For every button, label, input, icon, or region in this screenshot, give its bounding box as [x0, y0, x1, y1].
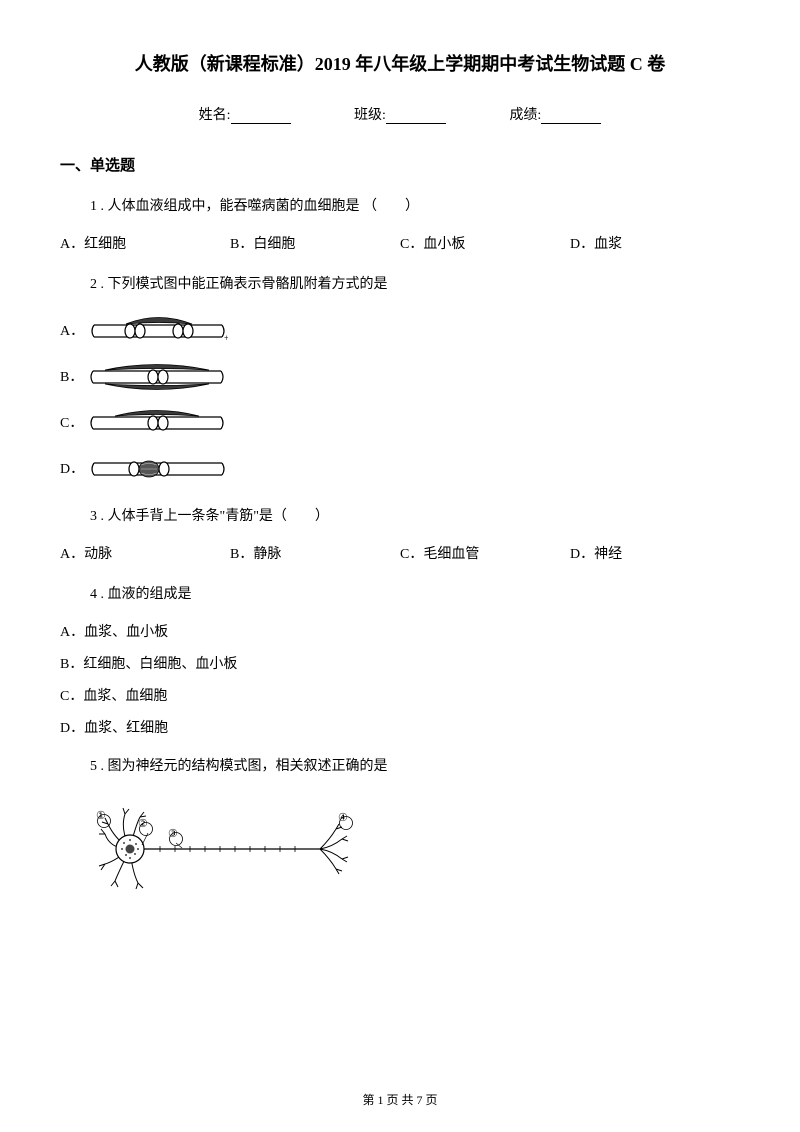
- question-1: 1 . 人体血液组成中，能吞噬病菌的血细胞是 （ ）: [60, 195, 740, 215]
- name-label: 姓名:: [199, 104, 231, 124]
- q2-option-c-row: C．: [60, 403, 740, 441]
- q3-option-d: D．神经: [570, 543, 740, 563]
- q3-option-c: C．毛细血管: [400, 543, 570, 563]
- q4-option-c: C．血浆、血细胞: [60, 685, 740, 705]
- q2-option-b-row: B．: [60, 357, 740, 395]
- question-3: 3 . 人体手背上一条条"青筋"是（ ）: [60, 505, 740, 525]
- section-header-1: 一、单选题: [60, 154, 740, 175]
- q2-option-a-label: A．: [60, 320, 84, 340]
- score-blank: [541, 110, 601, 124]
- neuron-diagram: ① ② ③ ④: [90, 799, 370, 899]
- q2-option-c-label: C．: [60, 412, 83, 432]
- q2-option-a-row: A． +: [60, 311, 740, 349]
- bone-muscle-diagram-c: [87, 403, 227, 441]
- svg-text:+: +: [224, 333, 228, 343]
- page-footer: 第 1 页 共 7 页: [0, 1091, 800, 1108]
- q1-option-d: D．血浆: [570, 233, 740, 253]
- score-label: 成绩:: [509, 104, 541, 124]
- q1-option-c: C．血小板: [400, 233, 570, 253]
- question-5: 5 . 图为神经元的结构模式图，相关叙述正确的是: [60, 755, 740, 775]
- class-blank: [386, 110, 446, 124]
- q1-option-b: B．白细胞: [230, 233, 400, 253]
- bone-muscle-diagram-d: [88, 449, 228, 487]
- q4-option-b: B．红细胞、白细胞、血小板: [60, 653, 740, 673]
- exam-title: 人教版（新课程标准）2019 年八年级上学期期中考试生物试题 C 卷: [60, 50, 740, 76]
- name-blank: [231, 110, 291, 124]
- q1-option-a: A．红细胞: [60, 233, 230, 253]
- bone-muscle-diagram-b: [87, 357, 227, 395]
- q2-option-b-label: B．: [60, 366, 83, 386]
- question-3-options: A．动脉 B．静脉 C．毛细血管 D．神经: [60, 543, 740, 563]
- q2-option-d-label: D．: [60, 458, 84, 478]
- q4-option-a: A．血浆、血小板: [60, 621, 740, 641]
- q4-option-d: D．血浆、红细胞: [60, 717, 740, 737]
- question-2: 2 . 下列模式图中能正确表示骨骼肌附着方式的是: [60, 273, 740, 293]
- q3-option-b: B．静脉: [230, 543, 400, 563]
- q3-option-a: A．动脉: [60, 543, 230, 563]
- bone-muscle-diagram-a: +: [88, 311, 228, 349]
- question-4-options: A．血浆、血小板 B．红细胞、白细胞、血小板 C．血浆、血细胞 D．血浆、红细胞: [60, 621, 740, 737]
- question-1-options: A．红细胞 B．白细胞 C．血小板 D．血浆: [60, 233, 740, 253]
- q2-option-d-row: D．: [60, 449, 740, 487]
- student-info-row: 姓名: 班级: 成绩:: [60, 104, 740, 124]
- class-label: 班级:: [354, 104, 386, 124]
- question-4: 4 . 血液的组成是: [60, 583, 740, 603]
